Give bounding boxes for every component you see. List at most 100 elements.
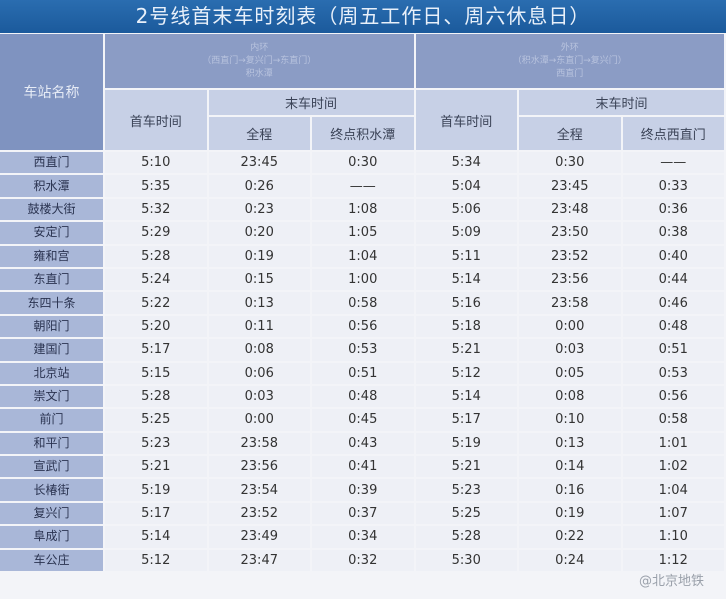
direction-label: 外环 [560,42,579,53]
full-route-header: 全程 [208,117,310,150]
time-cell: 0:56 [312,315,414,338]
station-name: 北京站 [0,362,103,384]
time-cell: 0:22 [519,526,621,548]
last-train-header: 末车时间 [519,90,724,115]
time-cell: 5:10 [105,152,207,174]
page-title: 2号线首末车时刻表（周五工作日、周六休息日） [0,0,726,33]
time-cell: 1:04 [622,479,724,501]
time-cell: 5:16 [415,292,517,314]
table-row: 和平门 5:23 23:58 0:43 5:19 0:13 1:01 [0,432,724,455]
time-cell: 0:03 [519,339,621,361]
time-cell: 5:14 [415,385,517,408]
time-cell: 5:09 [415,222,517,244]
direction-terminal: 西直门 [556,68,584,79]
station-name: 建国门 [0,339,103,361]
table-row: 建国门 5:17 0:08 0:53 5:21 0:03 0:51 [0,339,724,361]
time-cell: 23:45 [208,152,310,174]
full-route-header: 全程 [519,117,621,150]
table-row: 长椿街 5:19 23:54 0:39 5:23 0:16 1:04 [0,479,724,501]
station-name: 积水潭 [0,175,103,197]
table-row: 复兴门 5:17 23:52 0:37 5:25 0:19 1:07 [0,502,724,525]
time-cell: 0:20 [208,222,310,244]
terminal-header: 终点西直门 [622,117,724,150]
table-row: 前门 5:25 0:00 0:45 5:17 0:10 0:58 [0,409,724,431]
time-cell: 1:12 [622,549,724,572]
time-cell: 0:23 [208,198,310,221]
time-cell: 0:32 [312,549,414,572]
time-cell: 0:48 [622,315,724,338]
time-cell: 5:14 [105,526,207,548]
table-row: 宣武门 5:21 23:56 0:41 5:21 0:14 1:02 [0,456,724,478]
station-name: 车公庄 [0,549,103,572]
time-cell: 5:28 [105,385,207,408]
time-cell: 0:40 [622,245,724,267]
time-cell: 1:00 [312,268,414,291]
time-cell: 0:45 [312,409,414,431]
time-cell: 5:25 [415,502,517,525]
station-name: 西直门 [0,152,103,174]
time-cell: 5:23 [105,432,207,455]
time-cell: 0:38 [622,222,724,244]
time-cell: 0:56 [622,385,724,408]
table-row: 雍和宫 5:28 0:19 1:04 5:11 23:52 0:40 [0,245,724,267]
inner-loop-header: 内环 （西直门→复兴门→东直门） 积水潭 [105,34,414,88]
time-cell: 0:00 [208,409,310,431]
time-cell: 1:07 [622,502,724,525]
time-cell: 5:20 [105,315,207,338]
time-cell: 5:18 [415,315,517,338]
outer-loop-header: 外环 （积水潭→东直门→复兴门） 西直门 [415,34,724,88]
time-cell: 5:34 [415,152,517,174]
time-cell: 5:15 [105,362,207,384]
station-name: 宣武门 [0,456,103,478]
time-cell: 23:52 [519,245,621,267]
time-cell: 5:12 [105,549,207,572]
time-cell: 23:45 [519,175,621,197]
time-cell: 0:34 [312,526,414,548]
table-row: 鼓楼大街 5:32 0:23 1:08 5:06 23:48 0:36 [0,198,724,221]
table-row: 积水潭 5:35 0:26 —— 5:04 23:45 0:33 [0,175,724,197]
time-cell: 0:58 [622,409,724,431]
time-cell: 5:17 [105,339,207,361]
time-cell: 0:03 [208,385,310,408]
time-cell: 1:10 [622,526,724,548]
time-cell: 0:19 [519,502,621,525]
first-train-header: 首车时间 [105,90,207,150]
time-cell: 0:30 [519,152,621,174]
time-cell: 0:13 [208,292,310,314]
time-cell: 5:04 [415,175,517,197]
time-cell: 5:17 [105,502,207,525]
terminal-header: 终点积水潭 [312,117,414,150]
time-cell: 5:29 [105,222,207,244]
station-name: 雍和宫 [0,245,103,267]
time-cell: 0:51 [622,339,724,361]
station-name: 安定门 [0,222,103,244]
time-cell: 5:11 [415,245,517,267]
direction-label: 内环 [250,42,269,53]
time-cell: 5:06 [415,198,517,221]
time-cell: 0:51 [312,362,414,384]
time-cell: 1:02 [622,456,724,478]
station-name: 鼓楼大街 [0,198,103,221]
table-row: 东直门 5:24 0:15 1:00 5:14 23:56 0:44 [0,268,724,291]
time-cell: 5:25 [105,409,207,431]
time-cell: 0:19 [208,245,310,267]
time-cell: 1:05 [312,222,414,244]
time-cell: 23:54 [208,479,310,501]
time-cell: 5:23 [415,479,517,501]
time-cell: 1:01 [622,432,724,455]
time-cell: 23:52 [208,502,310,525]
station-name: 阜成门 [0,526,103,548]
time-cell: 0:05 [519,362,621,384]
direction-route: （积水潭→东直门→复兴门） [512,55,627,66]
time-cell: 0:58 [312,292,414,314]
time-cell: 23:58 [519,292,621,314]
time-cell: 5:21 [105,456,207,478]
table-row: 车公庄 5:12 23:47 0:32 5:30 0:24 1:12 [0,549,724,572]
time-cell: 23:50 [519,222,621,244]
time-cell: 0:26 [208,175,310,197]
time-cell: 0:16 [519,479,621,501]
time-cell: 0:36 [622,198,724,221]
station-name: 和平门 [0,432,103,455]
time-cell: 5:19 [105,479,207,501]
time-cell: 0:08 [519,385,621,408]
